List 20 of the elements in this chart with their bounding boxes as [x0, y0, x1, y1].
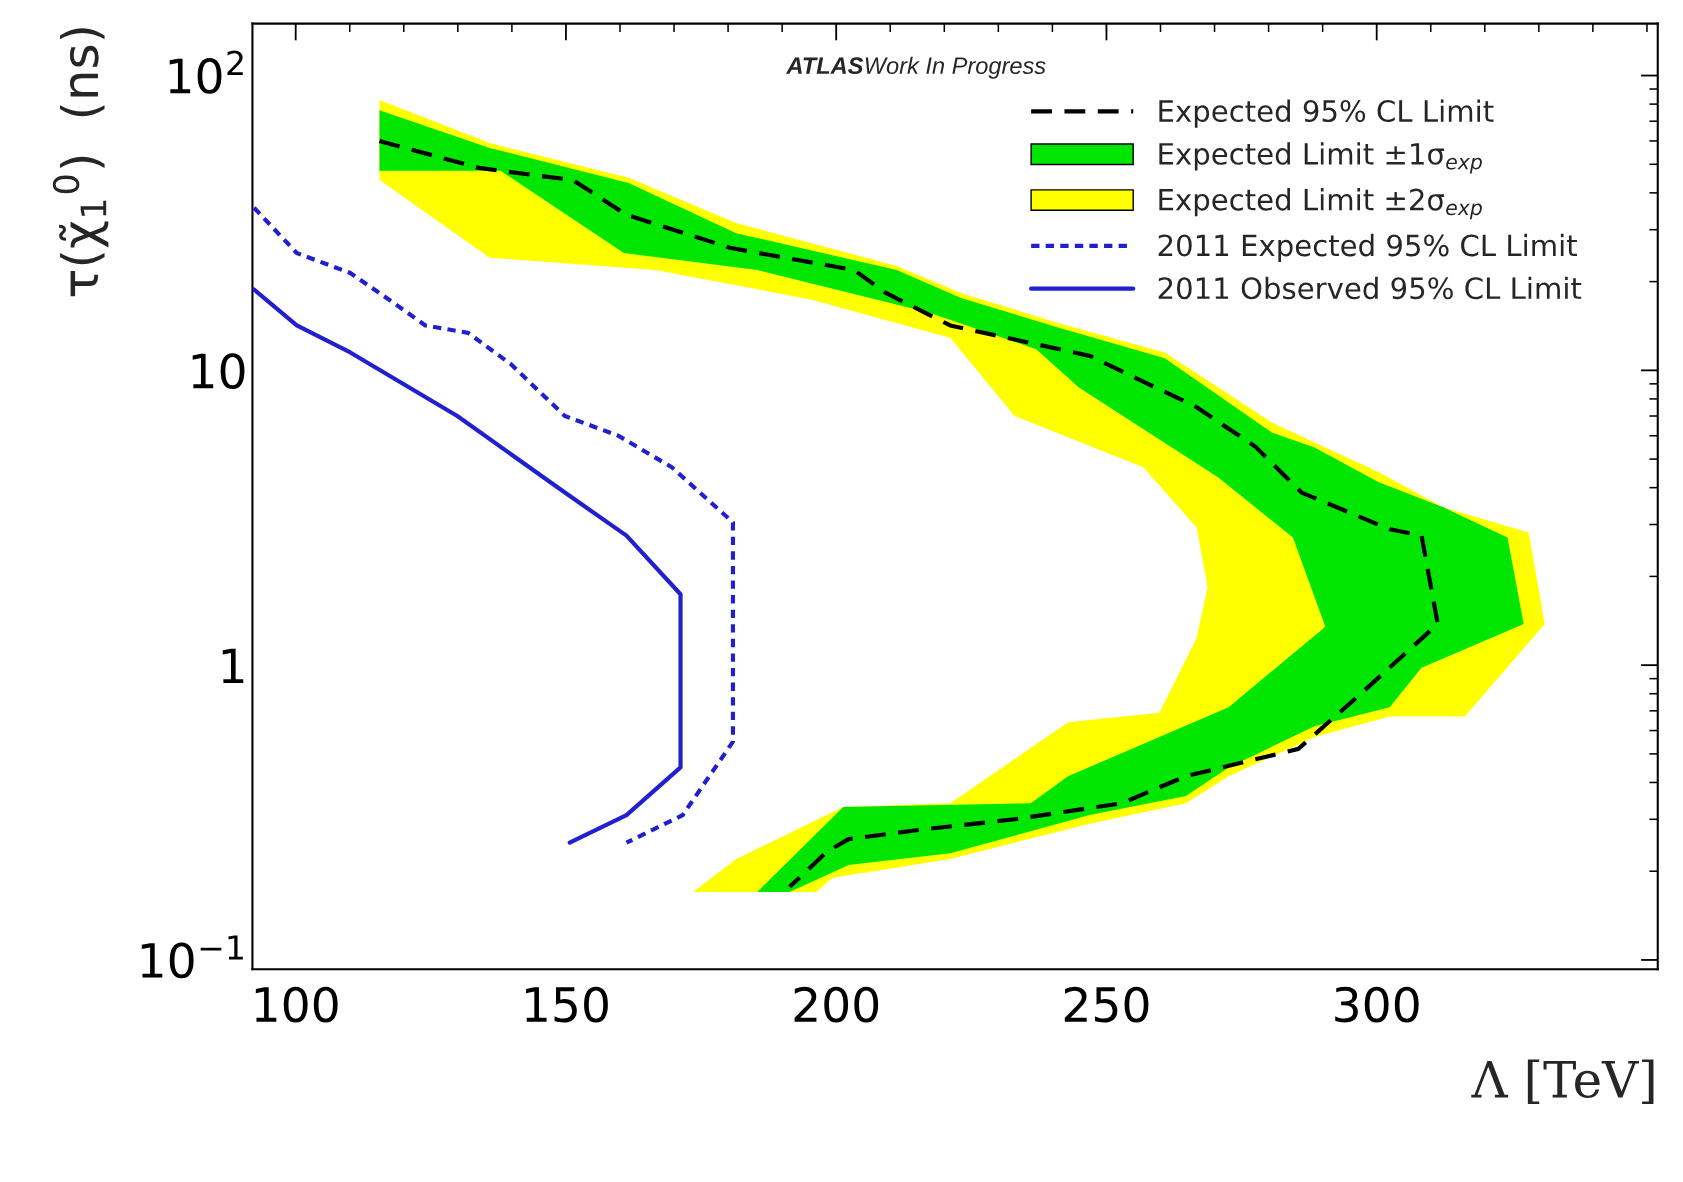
legend-label: 2011 Expected 95% CL Limit: [1158, 233, 1577, 263]
y-tick-label: 1: [222, 648, 244, 684]
line-series: [252, 287, 683, 845]
x-tick-label: 150: [526, 986, 608, 1023]
x-tick-label: 250: [1064, 986, 1149, 1023]
x-tick-label: 300: [1335, 986, 1419, 1023]
annotation: Work In Progress: [865, 56, 1046, 79]
line-series: [252, 205, 736, 845]
legend-label: Expected Limit ±1σ$_{exp}$: [1159, 142, 1482, 174]
y-axis-title: τ(χ̃$_{1}$$^{0}$) (ns): [52, 28, 109, 297]
y-tick-label: 10: [192, 353, 245, 389]
legend-label: 2011 Observed 95% CL Limit: [1158, 276, 1582, 300]
annotation: ATLAS: [785, 57, 864, 75]
y-tick-label: 10$^{2}$: [169, 50, 243, 94]
x-tick-label: 200: [794, 986, 879, 1023]
x-axis-title: Λ [TeV]: [1471, 1059, 1654, 1104]
y-tick-label: 10$^{−1}$: [141, 935, 243, 979]
x-tick-label: 100: [255, 986, 338, 1023]
legend-label: Expected Limit ±2σ$_{exp}$: [1159, 188, 1482, 220]
legend-label: Expected 95% CL Limit: [1159, 99, 1494, 128]
